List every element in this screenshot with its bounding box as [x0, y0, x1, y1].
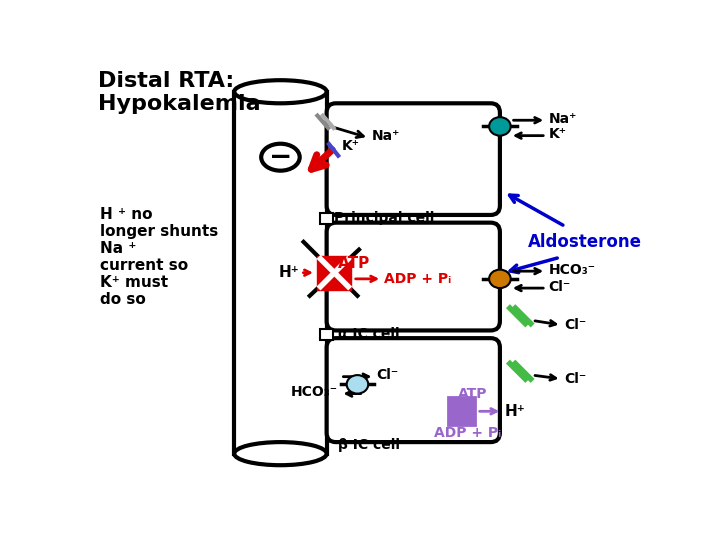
FancyBboxPatch shape: [327, 103, 500, 215]
Ellipse shape: [346, 375, 368, 394]
Bar: [320, 329, 333, 340]
Text: Hypokalemia: Hypokalemia: [98, 94, 261, 114]
Text: ATP: ATP: [338, 256, 369, 271]
Text: H⁺: H⁺: [278, 265, 299, 280]
Text: H⁺: H⁺: [505, 404, 526, 419]
Text: ATP: ATP: [457, 387, 487, 401]
Text: ADP + Pᵢ: ADP + Pᵢ: [384, 272, 451, 286]
Ellipse shape: [489, 269, 510, 288]
Bar: [320, 213, 333, 224]
Text: HCO₃⁻: HCO₃⁻: [549, 262, 595, 276]
Text: β IC cell: β IC cell: [338, 438, 400, 453]
FancyBboxPatch shape: [327, 338, 500, 442]
Bar: [318, 256, 351, 289]
Text: Cl⁻: Cl⁻: [564, 318, 586, 332]
Text: Cl⁻: Cl⁻: [377, 368, 399, 382]
Text: Principal cell: Principal cell: [334, 211, 435, 225]
Text: K⁺: K⁺: [342, 139, 360, 153]
Ellipse shape: [261, 144, 300, 171]
Bar: [448, 397, 475, 425]
Text: current so: current so: [99, 258, 188, 273]
Text: ADP + Pᵢ: ADP + Pᵢ: [434, 426, 502, 440]
Text: H ⁺ no: H ⁺ no: [99, 207, 152, 222]
Text: −: −: [269, 143, 292, 171]
Text: K⁺ must: K⁺ must: [99, 275, 168, 290]
Text: Cl⁻: Cl⁻: [549, 280, 571, 294]
Text: K⁺: K⁺: [549, 127, 567, 141]
Text: Na ⁺: Na ⁺: [99, 241, 136, 256]
Ellipse shape: [234, 80, 327, 103]
Ellipse shape: [234, 442, 327, 465]
Text: Cl⁻: Cl⁻: [564, 372, 586, 386]
Text: Na⁺: Na⁺: [549, 112, 577, 126]
Text: Distal RTA:: Distal RTA:: [98, 71, 234, 91]
Text: do so: do so: [99, 292, 145, 307]
Text: Aldosterone: Aldosterone: [528, 233, 642, 251]
Text: Na⁺: Na⁺: [372, 130, 400, 144]
FancyBboxPatch shape: [327, 222, 500, 330]
Ellipse shape: [489, 117, 510, 136]
Text: longer shunts: longer shunts: [99, 224, 217, 239]
Text: α IC cell: α IC cell: [338, 327, 400, 341]
Text: HCO₃⁻: HCO₃⁻: [291, 385, 338, 399]
